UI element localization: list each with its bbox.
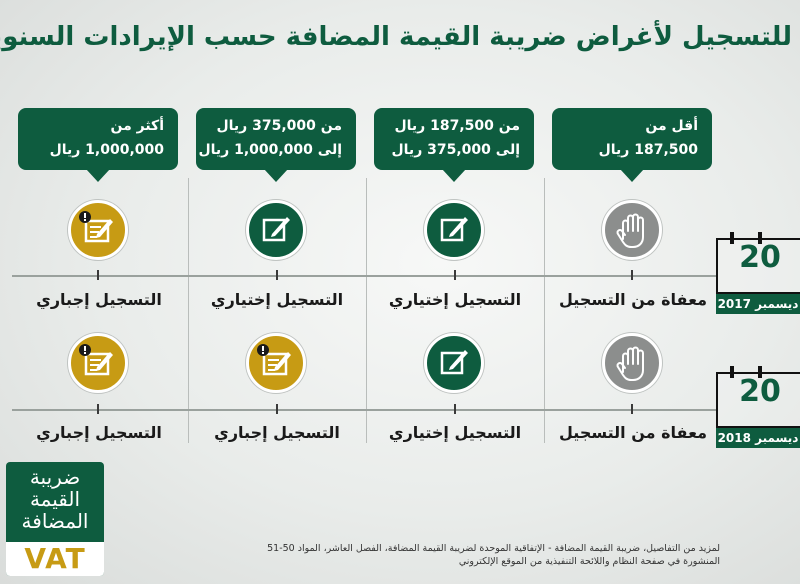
calendar-icon (716, 232, 800, 294)
pen-square-icon (424, 200, 484, 260)
logo-line1: ضريبة (29, 465, 81, 489)
status-mandatory-2018-b: التسجيل إجباري (36, 423, 162, 442)
date-day: 20 (739, 240, 781, 275)
timeline-tick (454, 270, 456, 280)
date-month-year: ديسمبر 2018 (716, 428, 800, 448)
hand-icon (602, 200, 662, 260)
mandatory-form-icon (68, 200, 128, 260)
timeline-tick (97, 270, 99, 280)
calendar-icon (716, 366, 800, 428)
calendar-date-2018: 20 ديسمبر 2018 (716, 366, 800, 448)
date-day: 20 (739, 374, 781, 409)
timeline-tick (631, 404, 633, 414)
logo-line2: القيمة (29, 487, 81, 511)
timeline-tick (631, 270, 633, 280)
timeline-tick (276, 404, 278, 414)
mandatory-form-icon (68, 333, 128, 393)
revenue-band-187500-375000: من 187,500 ريال إلى 375,000 ريال (374, 108, 534, 182)
column-divider (544, 178, 545, 443)
logo-arabic-text: ضريبة القيمة المضافة (6, 466, 104, 532)
column-divider (366, 178, 367, 443)
footnote: لمزيد من التفاصيل، ضريبة القيمة المضافة … (200, 542, 720, 568)
timeline-tick (276, 270, 278, 280)
revenue-band-line1: من 187,500 ريال (394, 118, 520, 134)
revenue-band-line1: أقل من (645, 118, 698, 134)
mandatory-form-icon (246, 333, 306, 393)
pen-square-icon (246, 200, 306, 260)
footnote-line1: لمزيد من التفاصيل، ضريبة القيمة المضافة … (267, 543, 720, 554)
calendar-date-2017: 20 ديسمبر 2017 (716, 232, 800, 314)
revenue-band-line2: 187,500 ريال (598, 142, 698, 158)
status-mandatory-2018: التسجيل إجباري (214, 423, 340, 442)
revenue-band-line1: من 375,000 ريال (216, 118, 342, 134)
timeline-2017 (12, 275, 718, 277)
column-divider (188, 178, 189, 443)
date-month-year: ديسمبر 2017 (716, 294, 800, 314)
pen-square-icon (424, 333, 484, 393)
revenue-band-375000-1000000: من 375,000 ريال إلى 1,000,000 ريال (196, 108, 356, 182)
hand-icon (602, 333, 662, 393)
timeline-tick (97, 404, 99, 414)
status-exempt-2018: معفاة من التسجيل (559, 423, 707, 442)
revenue-band-line1: أكثر من (110, 118, 164, 134)
timeline-2018 (12, 409, 718, 411)
footnote-line2: المنشورة في صفحة النظام واللائحة التنفيذ… (458, 556, 720, 567)
revenue-band-line2: إلى 1,000,000 ريال (198, 142, 342, 158)
vat-logo: ضريبة القيمة المضافة VAT (6, 462, 104, 576)
page-title: للتسجيل لأغراض ضريبة القيمة المضافة حسب … (0, 22, 792, 52)
status-optional-2017-b: التسجيل إختياري (210, 290, 344, 309)
status-mandatory-2017: التسجيل إجباري (36, 290, 162, 309)
revenue-band-line2: 1,000,000 ريال (49, 142, 164, 158)
status-optional-2017: التسجيل إختياري (388, 290, 522, 309)
revenue-band-under-187500: أقل من 187,500 ريال (552, 108, 712, 182)
revenue-band-line2: إلى 375,000 ريال (391, 142, 520, 158)
logo-line3: المضافة (21, 509, 89, 533)
logo-vat-text: VAT (6, 542, 104, 576)
timeline-tick (454, 404, 456, 414)
status-optional-2018: التسجيل إختياري (388, 423, 522, 442)
revenue-band-over-1000000: أكثر من 1,000,000 ريال (18, 108, 178, 182)
status-exempt-2017: معفاة من التسجيل (559, 290, 707, 309)
